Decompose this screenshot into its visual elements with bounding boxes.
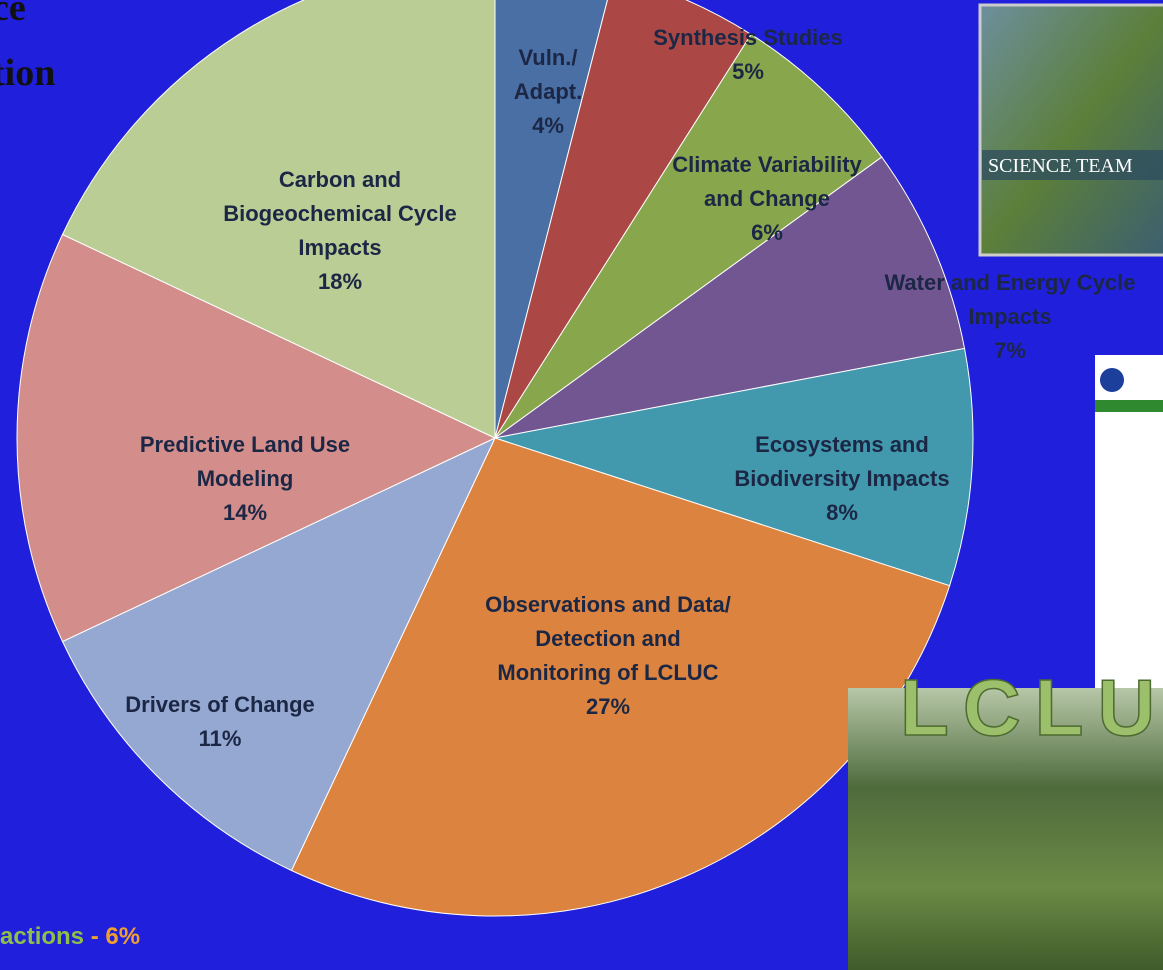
footer: actions - 6% [0, 923, 140, 950]
slice-label-line: Climate Variability [672, 152, 862, 177]
slice-label-line: Impacts [298, 235, 381, 260]
slice-label: Carbon and Biogeochemical Cycle Impacts [223, 167, 457, 260]
value-label: 6% [751, 220, 783, 245]
slice-label-line: Observations and Data/ [485, 592, 731, 617]
pie-slice [16, 233, 497, 643]
image [978, 3, 1163, 257]
footer-text: actions [0, 923, 84, 950]
slice-label: Predictive Land Use Modeling [140, 432, 350, 491]
image-newsletter [1095, 355, 1163, 690]
value-label: 14% [223, 500, 267, 525]
slice-label: Observations and Data/Detection and Monit… [485, 592, 731, 685]
value-label: 5% [732, 59, 764, 84]
image-caption: SCIENCE TEAM [988, 155, 1133, 177]
value-label: 4% [532, 113, 564, 138]
pie-chart: Vuln./ Adapt. 4% Synthesis Studies 5% Climate… [16, 0, 1136, 917]
value-label: 11% [199, 726, 242, 751]
value-label: 8% [826, 500, 858, 525]
slice-label: Drivers of Change [125, 692, 315, 717]
pie-slice [61, 436, 497, 872]
image-band [982, 150, 1163, 180]
value-label: 7% [994, 338, 1026, 363]
slice-label-line: Carbon and [279, 167, 401, 192]
slice-label: Water and Energy Cycle Impacts [884, 270, 1135, 329]
image-lcluc: LCLUC [848, 662, 1163, 970]
pie-slice [494, 0, 608, 439]
slice-label-line: Water and Energy Cycle [884, 270, 1135, 295]
slice-label: Climate Variability and Change [672, 152, 862, 211]
pie-slice [494, 0, 752, 439]
slice-label-line: Detection and [535, 626, 680, 651]
value-label: 27% [586, 694, 630, 719]
slice-label-line: Monitoring of LCLUC [497, 660, 718, 685]
slice-label-line: and Change [704, 186, 830, 211]
slice-label-line: Modeling [197, 466, 294, 491]
image-science-team: SCIENCE TEAM [978, 3, 1163, 257]
slice-label-line: Predictive Land Use [140, 432, 350, 457]
image-caption: LCLUC [900, 663, 1163, 752]
slice-label-line: Drivers of Change [125, 692, 315, 717]
pie-slice [494, 33, 883, 439]
slice-label-line: Impacts [968, 304, 1051, 329]
image-band [1095, 400, 1163, 412]
value-label: 18% [318, 269, 362, 294]
slice-label-line: Adapt. [514, 79, 582, 104]
slide-title-line: ce [0, 0, 26, 29]
pie-slice [61, 0, 496, 439]
slide-title-line: tion [0, 52, 55, 94]
slice-label-line: Biodiversity Impacts [734, 466, 949, 491]
slice-label-line: Vuln./ [518, 45, 577, 70]
slice-label: Synthesis Studies [653, 25, 843, 50]
pie-slice [494, 347, 974, 587]
slice-label-line: Ecosystems and [755, 432, 929, 457]
slice-label-line: Synthesis Studies [653, 25, 843, 50]
slice-label-line: Biogeochemical Cycle [223, 201, 457, 226]
logo [1100, 368, 1124, 392]
slice-label: Vuln./ Adapt. [514, 45, 582, 104]
footer-value: - 6% [84, 923, 140, 950]
image [848, 688, 1163, 970]
pie-slice [494, 156, 966, 439]
slice-label: Ecosystems and Biodiversity Impacts [734, 432, 949, 491]
pie-slice [290, 437, 951, 917]
